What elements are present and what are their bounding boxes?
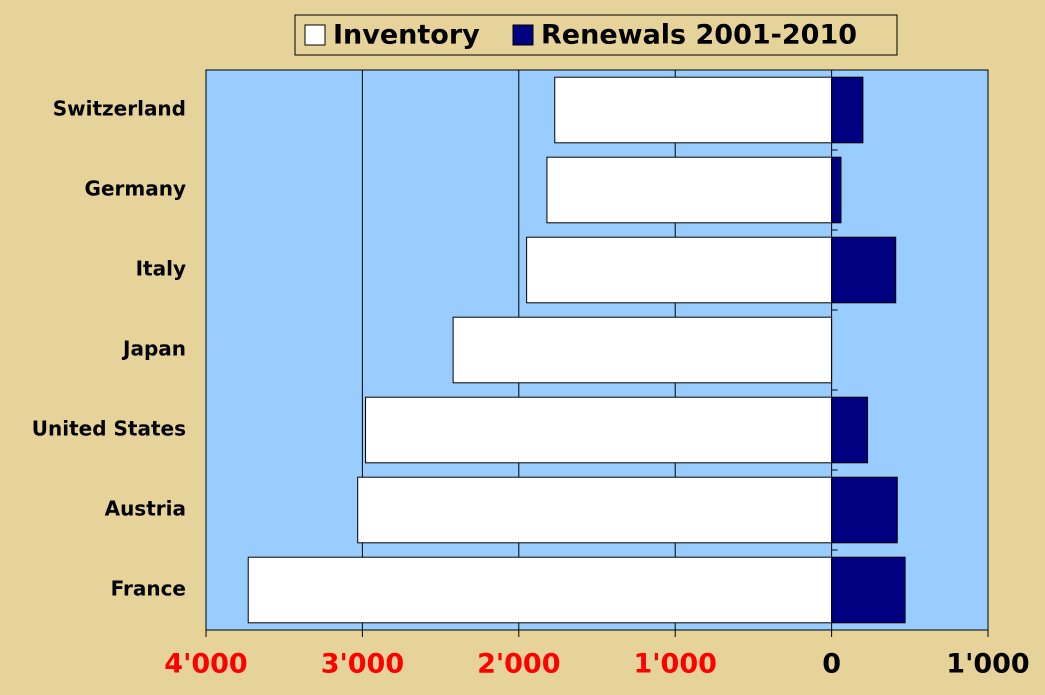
- bar: [831, 156, 842, 224]
- bar: [831, 236, 897, 304]
- bar: [546, 156, 833, 224]
- x-tick-label: 2'000: [477, 649, 560, 680]
- bar: [365, 396, 833, 464]
- bar: [526, 236, 833, 304]
- legend-label: Renewals 2001-2010: [541, 20, 857, 51]
- y-tick-label: France: [111, 577, 186, 601]
- x-tick-label: 3'000: [321, 649, 404, 680]
- bar: [831, 396, 869, 464]
- y-tick-label: Japan: [121, 337, 186, 361]
- legend-swatch: [304, 24, 326, 46]
- bar: [452, 316, 833, 384]
- legend-swatch: [512, 24, 534, 46]
- plot-border: [205, 69, 989, 631]
- bar: [357, 476, 833, 544]
- x-tick-label: 1'000: [946, 649, 1029, 680]
- y-tick-label: United States: [32, 417, 186, 441]
- x-tick-label: 1'000: [633, 649, 716, 680]
- bar: [554, 76, 833, 144]
- bar: [247, 556, 833, 624]
- x-tick-label: 4'000: [164, 649, 247, 680]
- y-tick-label: Italy: [136, 257, 186, 281]
- bar: [831, 476, 898, 544]
- x-tick-label: 0: [822, 649, 841, 680]
- legend-box: [294, 14, 898, 56]
- bar: [831, 556, 906, 624]
- y-tick-label: Switzerland: [53, 97, 186, 121]
- bar: [831, 76, 864, 144]
- y-tick-label: Germany: [85, 177, 186, 201]
- legend-label: Inventory: [333, 20, 480, 51]
- y-tick-label: Austria: [105, 497, 186, 521]
